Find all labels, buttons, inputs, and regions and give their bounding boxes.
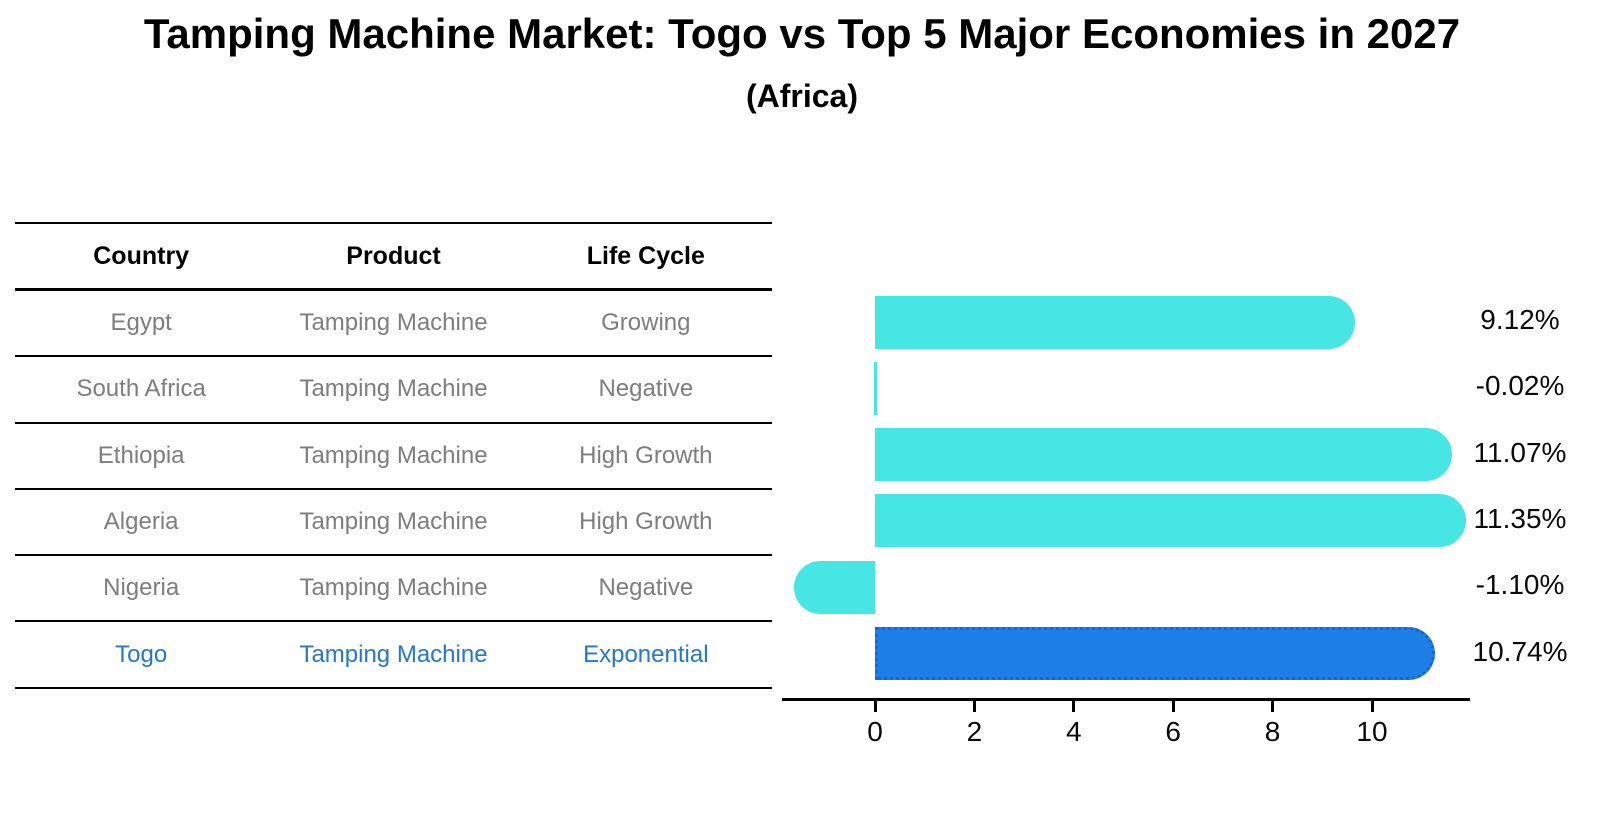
x-axis-tick [1072,701,1076,712]
country-table: Country Product Life Cycle Egypt Tamping Mac… [15,222,772,689]
table-cell-country: South Africa [76,375,206,403]
chart-title: Tamping Machine Market: Togo vs Top 5 Ma… [143,10,1461,57]
table-row-nigeria: Nigeria Tamping Machine Negative [15,556,772,623]
table-cell-product: Tamping Machine [299,441,488,469]
x-tick-label: 0 [867,716,883,747]
x-axis-tick [1271,701,1275,712]
bar-value-label: -1.10% [1475,569,1565,601]
table-cell-country: Togo [115,640,168,668]
table-cell-life_cycle: Negative [598,375,694,403]
column-header-country: Country [93,241,190,270]
table-header-row: Country Product Life Cycle [15,222,772,291]
x-tick-label: 8 [1264,716,1281,747]
x-tick-label: 6 [1165,716,1181,747]
bar-value-label: 11.07% [1473,436,1567,468]
bar-value-label: 10.74% [1472,635,1568,667]
table-row-algeria: Algeria Tamping Machine High Growth [15,490,772,557]
table-row-ethiopia: Ethiopia Tamping Machine High Growth [15,424,772,490]
x-tick-label: 2 [966,716,983,747]
x-axis-tick [873,701,877,712]
x-tick-label: 10 [1356,716,1388,747]
table-cell-country: Ethiopia [97,441,185,469]
bar-value-label: 11.35% [1473,502,1567,534]
bar-togo [875,627,1436,680]
table-row-egypt: Egypt Tamping Machine Growing [15,291,772,358]
table-cell-product: Tamping Machine [299,508,488,536]
bar-value-label: -0.02% [1475,370,1565,402]
x-tick-label: 4 [1066,716,1082,747]
table-cell-product: Tamping Machine [299,309,488,337]
table-cell-life_cycle: High Growth [579,508,713,536]
bar-algeria [875,494,1466,548]
table-cell-country: Egypt [110,309,172,337]
table-row-south-africa: South Africa Tamping Machine Negative [15,357,772,424]
table-cell-life_cycle: Growing [601,309,691,337]
table-cell-product: Tamping Machine [299,375,488,403]
bar-nigeria [793,560,875,614]
bar-egypt [875,295,1355,349]
chart-subtitle: (Africa) [745,78,858,114]
table-cell-product: Tamping Machine [299,640,488,668]
x-axis-tick [1370,701,1374,712]
bar-south-africa [873,361,877,415]
column-header-life_cycle: Life Cycle [586,241,705,270]
table-cell-product: Tamping Machine [299,574,488,602]
table-cell-country: Algeria [103,508,179,536]
x-axis-tick [1171,701,1175,712]
table-cell-life_cycle: Negative [598,574,694,602]
table-cell-life_cycle: High Growth [579,441,713,469]
bar-value-label: 9.12% [1480,304,1560,335]
x-axis-line [782,698,1470,701]
bar-ethiopia [875,428,1452,482]
column-header-product: Product [346,241,441,270]
table-row-togo: Togo Tamping Machine Exponential [15,622,772,689]
x-axis-tick [972,701,976,712]
table-cell-life_cycle: Exponential [583,640,709,668]
table-cell-country: Nigeria [103,574,180,602]
